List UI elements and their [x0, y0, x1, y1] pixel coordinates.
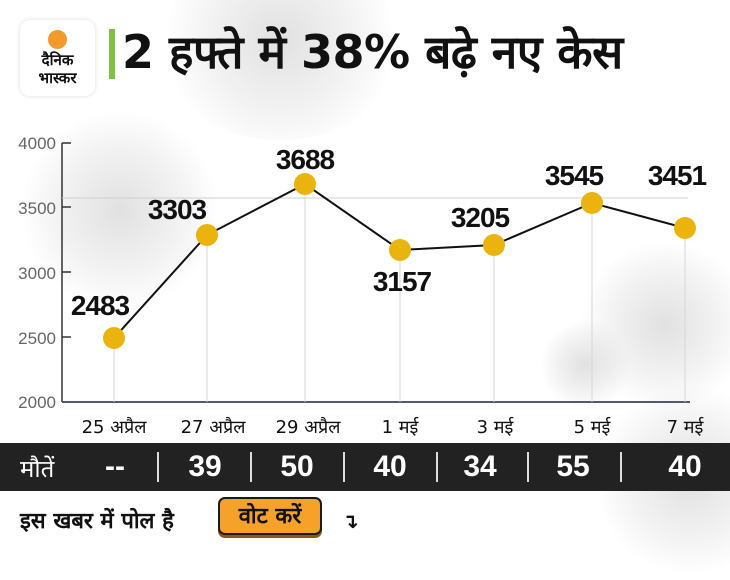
- separator: [250, 452, 252, 482]
- x-label-6: 7 मई: [667, 416, 705, 438]
- y-tick-2000: 2000: [18, 393, 56, 412]
- header: दैनिक भास्कर 2 हफ्ते में 38% बढ़े नए केस: [0, 0, 730, 110]
- separator: [343, 452, 345, 482]
- cases-line-chart: 4000 3500 3000 2500 2000 2483 3303 3688 …: [18, 134, 707, 438]
- x-label-4: 3 मई: [477, 416, 515, 438]
- virus-background-1: [20, 110, 220, 310]
- value-label-2: 3688: [276, 144, 335, 175]
- separator: [620, 452, 622, 482]
- point-1-may: [389, 239, 411, 261]
- deaths-row: मौतें -- 39 50 40 34 55 40: [0, 443, 730, 491]
- point-25-apr: [103, 327, 125, 349]
- deaths-label: मौतें: [20, 455, 55, 483]
- deaths-value-6: 40: [668, 450, 702, 483]
- point-29-apr: [294, 173, 316, 195]
- title-accent-bar: [109, 29, 115, 79]
- gridlines-vertical: [113, 184, 686, 402]
- point-3-may: [483, 234, 505, 256]
- value-label-3: 3157: [373, 266, 432, 297]
- value-label-5: 3545: [545, 160, 604, 191]
- deaths-value-5: 55: [556, 450, 590, 483]
- value-label-1: 3303: [148, 194, 207, 225]
- value-label-0: 2483: [71, 290, 130, 321]
- point-27-apr: [196, 224, 218, 246]
- x-label-5: 5 मई: [574, 416, 612, 438]
- logo-line-2: भास्कर: [38, 69, 77, 87]
- x-label-0: 25 अप्रैल: [82, 416, 148, 438]
- separator: [436, 452, 438, 482]
- arrow-down-right-icon: ↴: [342, 509, 359, 533]
- vote-button[interactable]: वोट करें: [218, 497, 322, 535]
- poll-bar: इस खबर में पोल है वोट करें ↴: [0, 491, 730, 548]
- logo-line-1: दैनिक: [41, 51, 74, 69]
- y-tick-2500: 2500: [18, 329, 56, 348]
- y-axis: 4000 3500 3000 2500 2000: [18, 134, 71, 412]
- poll-text: इस खबर में पोल है: [20, 509, 174, 534]
- point-7-may: [674, 217, 696, 239]
- y-tick-3000: 3000: [18, 264, 56, 283]
- y-tick-4000: 4000: [18, 134, 56, 153]
- deaths-value-4: 34: [463, 450, 497, 483]
- data-points: [103, 173, 696, 349]
- point-5-may: [581, 192, 603, 214]
- virus-background-4: [540, 320, 630, 410]
- deaths-value-1: 39: [188, 450, 222, 483]
- value-label-4: 3205: [451, 202, 510, 233]
- x-label-2: 29 अप्रैल: [276, 416, 342, 438]
- y-tick-3500: 3500: [18, 199, 56, 218]
- separator: [527, 452, 529, 482]
- deaths-value-0: --: [105, 450, 125, 483]
- dainik-bhaskar-logo[interactable]: दैनिक भास्कर: [20, 20, 95, 96]
- value-label-6: 3451: [648, 160, 707, 191]
- deaths-value-3: 40: [373, 450, 407, 483]
- chart-title: 2 हफ्ते में 38% बढ़े नए केस: [122, 25, 623, 79]
- x-label-3: 1 मई: [382, 416, 420, 438]
- deaths-value-2: 50: [280, 450, 314, 483]
- sun-dot-icon: [48, 30, 67, 49]
- separator: [157, 452, 159, 482]
- x-label-1: 27 अप्रैल: [181, 416, 247, 438]
